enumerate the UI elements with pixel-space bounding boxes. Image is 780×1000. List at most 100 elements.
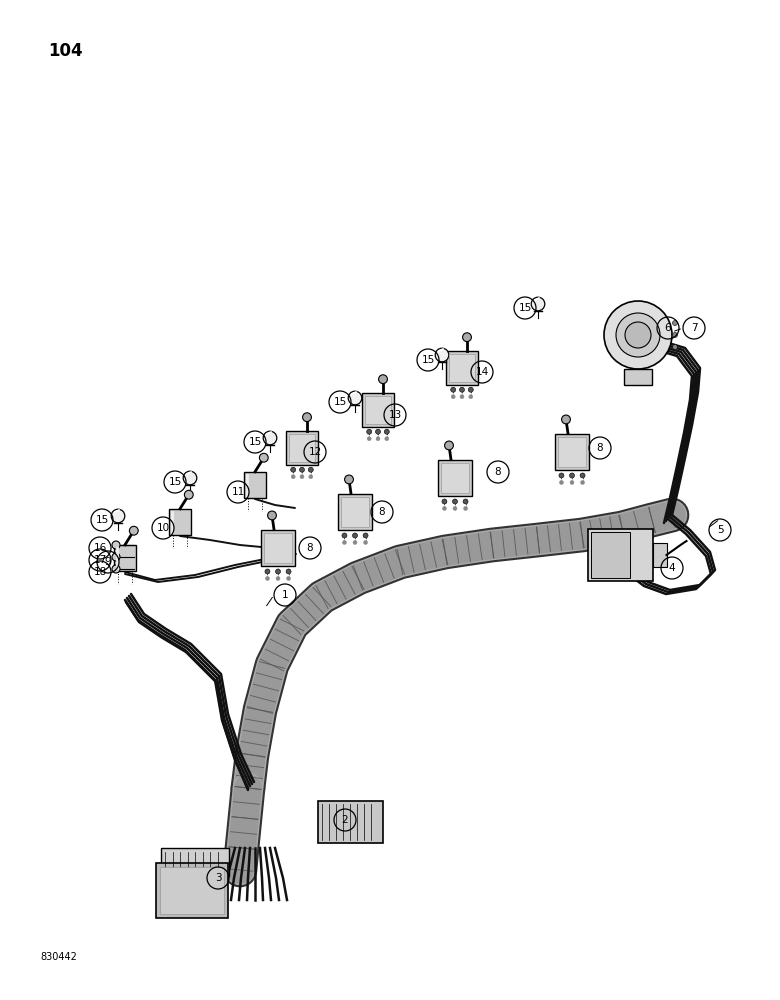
FancyBboxPatch shape <box>168 509 191 535</box>
Circle shape <box>363 540 367 544</box>
Circle shape <box>580 480 584 484</box>
FancyBboxPatch shape <box>160 866 224 914</box>
Text: 16: 16 <box>94 543 107 553</box>
Circle shape <box>268 511 276 520</box>
Text: 12: 12 <box>308 447 321 457</box>
Circle shape <box>263 431 277 445</box>
FancyBboxPatch shape <box>286 431 317 465</box>
Text: 13: 13 <box>388 410 402 420</box>
FancyBboxPatch shape <box>156 862 228 918</box>
Circle shape <box>451 395 456 399</box>
Text: 2: 2 <box>342 815 349 825</box>
Text: 104: 104 <box>48 42 83 60</box>
Circle shape <box>559 480 563 484</box>
Circle shape <box>562 415 570 424</box>
Circle shape <box>184 490 193 499</box>
Circle shape <box>616 313 660 357</box>
Circle shape <box>367 437 371 441</box>
Circle shape <box>308 467 314 472</box>
Text: 3: 3 <box>215 873 222 883</box>
FancyBboxPatch shape <box>318 801 383 843</box>
Text: 15: 15 <box>168 477 182 487</box>
Text: 15: 15 <box>519 303 532 313</box>
FancyBboxPatch shape <box>362 393 394 427</box>
Circle shape <box>129 526 138 535</box>
FancyBboxPatch shape <box>441 463 469 493</box>
Text: 15: 15 <box>333 397 346 407</box>
Circle shape <box>385 429 389 434</box>
Text: 9: 9 <box>105 557 112 567</box>
Text: 17: 17 <box>94 555 107 565</box>
FancyBboxPatch shape <box>161 848 229 876</box>
Circle shape <box>291 467 296 472</box>
Circle shape <box>286 569 291 574</box>
FancyBboxPatch shape <box>558 437 586 467</box>
Circle shape <box>363 533 368 538</box>
Circle shape <box>625 322 651 348</box>
Circle shape <box>112 541 120 549</box>
Text: 6: 6 <box>665 323 672 333</box>
Circle shape <box>378 375 388 384</box>
Circle shape <box>570 480 574 484</box>
FancyBboxPatch shape <box>261 530 295 566</box>
Circle shape <box>453 506 457 510</box>
Text: 4: 4 <box>668 563 675 573</box>
Circle shape <box>445 441 453 450</box>
FancyBboxPatch shape <box>289 434 315 462</box>
FancyBboxPatch shape <box>264 533 292 563</box>
Circle shape <box>468 387 473 392</box>
Circle shape <box>112 553 120 561</box>
Circle shape <box>275 569 281 574</box>
Circle shape <box>342 533 347 538</box>
Text: 15: 15 <box>421 355 434 365</box>
Circle shape <box>531 297 544 311</box>
FancyBboxPatch shape <box>587 529 653 581</box>
FancyBboxPatch shape <box>446 351 478 385</box>
FancyBboxPatch shape <box>243 472 267 498</box>
Circle shape <box>345 475 353 484</box>
Circle shape <box>375 429 381 434</box>
Circle shape <box>265 576 269 580</box>
Circle shape <box>460 395 464 399</box>
Circle shape <box>463 506 467 510</box>
Text: 7: 7 <box>690 323 697 333</box>
Circle shape <box>348 391 362 405</box>
Circle shape <box>300 475 304 479</box>
FancyBboxPatch shape <box>339 494 372 530</box>
Circle shape <box>112 509 125 523</box>
Text: 1: 1 <box>282 590 289 600</box>
FancyBboxPatch shape <box>114 545 136 571</box>
Text: 15: 15 <box>248 437 261 447</box>
Text: 14: 14 <box>475 367 488 377</box>
FancyBboxPatch shape <box>449 354 475 382</box>
Circle shape <box>672 332 678 338</box>
Circle shape <box>385 437 388 441</box>
Circle shape <box>376 437 380 441</box>
Circle shape <box>276 576 280 580</box>
FancyBboxPatch shape <box>438 460 472 496</box>
Text: 830442: 830442 <box>40 952 77 962</box>
Circle shape <box>260 453 268 462</box>
Circle shape <box>367 429 372 434</box>
Circle shape <box>442 506 446 510</box>
Circle shape <box>459 387 465 392</box>
Text: 10: 10 <box>157 523 169 533</box>
Text: 18: 18 <box>94 567 107 577</box>
Circle shape <box>183 471 197 485</box>
Circle shape <box>469 395 473 399</box>
FancyBboxPatch shape <box>624 369 652 385</box>
FancyBboxPatch shape <box>590 532 629 578</box>
Text: 8: 8 <box>378 507 385 517</box>
Circle shape <box>265 569 270 574</box>
Circle shape <box>353 533 357 538</box>
Text: 8: 8 <box>597 443 603 453</box>
Circle shape <box>672 344 678 350</box>
Text: 15: 15 <box>95 515 108 525</box>
Circle shape <box>580 473 585 478</box>
Text: 8: 8 <box>495 467 502 477</box>
Circle shape <box>604 301 672 369</box>
Circle shape <box>569 473 575 478</box>
Circle shape <box>435 348 448 362</box>
FancyBboxPatch shape <box>555 434 589 470</box>
Circle shape <box>452 499 458 504</box>
